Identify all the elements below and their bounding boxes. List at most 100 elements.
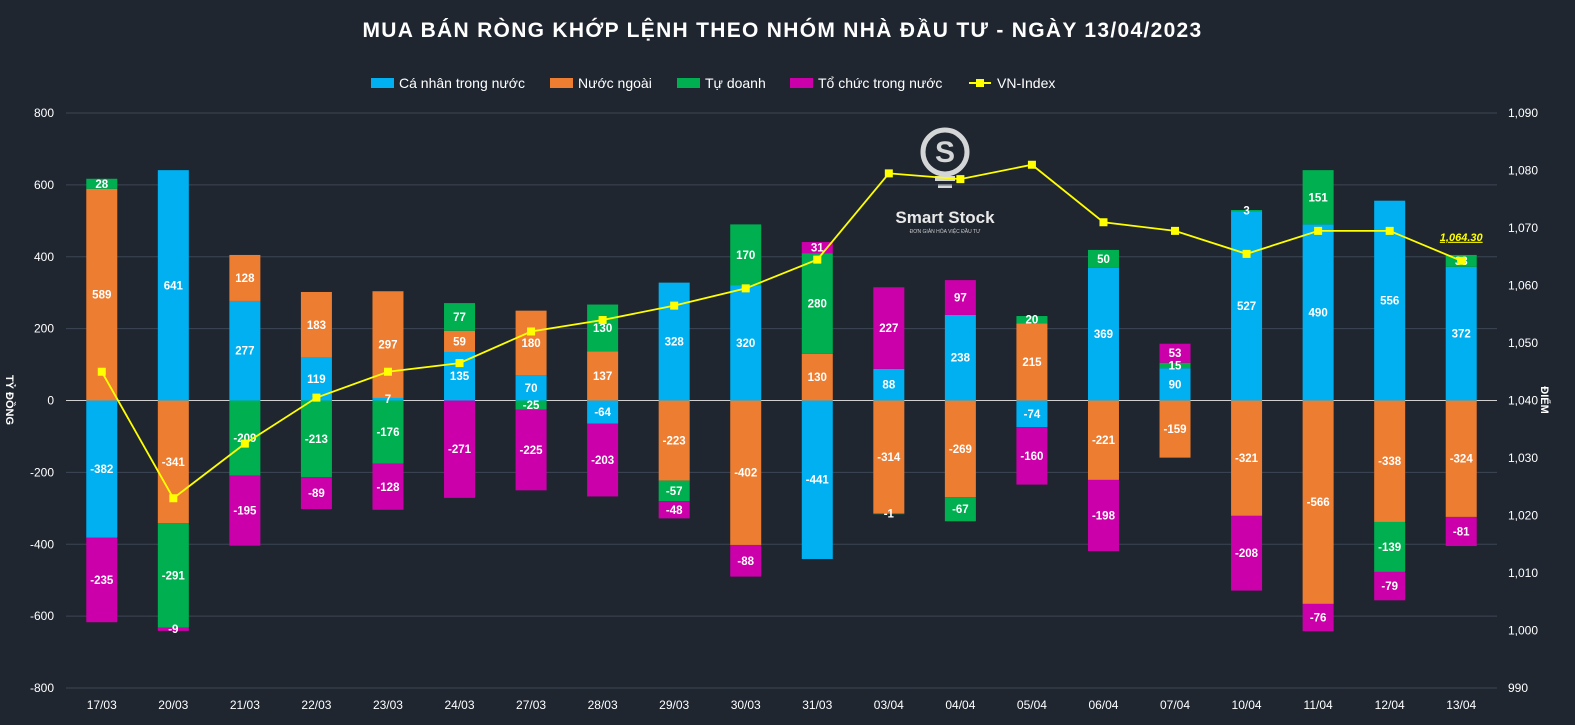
bar-segment[interactable] [944,400,976,498]
bar-segment[interactable] [86,400,118,538]
bar-segment[interactable] [515,375,547,401]
bar-segment[interactable] [801,400,833,559]
bar-segment[interactable] [300,291,332,358]
bar-segment[interactable] [944,280,976,315]
bar-segment[interactable] [229,475,261,546]
vn-index-marker[interactable] [741,284,750,293]
bar-segment[interactable] [157,627,189,631]
bar-segment[interactable] [587,423,619,497]
bar-segment[interactable] [801,353,833,401]
bar-segment[interactable] [801,242,833,254]
bar-segment[interactable] [1374,571,1406,601]
bar-segment[interactable] [1159,368,1191,401]
bar-segment[interactable] [300,477,332,510]
legend-item[interactable]: Cá nhân trong nước [371,75,525,91]
vn-index-marker[interactable] [240,439,249,448]
vn-index-marker[interactable] [455,359,464,368]
bar-segment[interactable] [1087,267,1119,401]
bar-segment[interactable] [944,314,976,401]
bar-segment[interactable] [515,409,547,491]
vn-index-marker[interactable] [1457,256,1466,265]
bar-segment[interactable] [444,330,476,352]
bar-segment[interactable] [444,400,476,498]
bar-segment[interactable] [1374,521,1406,572]
bar-segment[interactable] [372,463,404,510]
bar-segment[interactable] [873,513,905,515]
bar-segment[interactable] [1445,400,1477,517]
bar-segment[interactable] [1445,266,1477,401]
bar-segment[interactable] [873,287,905,369]
bar-segment[interactable] [658,400,690,481]
bar-segment[interactable] [1302,224,1334,401]
vn-index-marker[interactable] [956,175,965,184]
vn-index-marker[interactable] [884,169,893,178]
bar-segment[interactable] [1087,479,1119,552]
vn-index-marker[interactable] [527,327,536,336]
bar-segment[interactable] [587,304,619,352]
legend-item[interactable]: Tổ chức trong nước [790,75,942,91]
vn-index-marker[interactable] [1385,226,1394,235]
bar-segment[interactable] [1016,323,1048,401]
bar-segment[interactable] [1087,400,1119,480]
vn-index-marker[interactable] [670,301,679,310]
bar-segment[interactable] [658,501,690,519]
bar-segment[interactable] [229,254,261,301]
bar-segment[interactable] [1231,211,1263,401]
bar-segment[interactable] [1159,343,1191,363]
bar-segment[interactable] [730,285,762,401]
bar-segment[interactable] [730,224,762,286]
bar-segment[interactable] [157,400,189,524]
bar-segment[interactable] [229,400,261,476]
bar-segment[interactable] [515,400,547,410]
vn-index-marker[interactable] [169,494,178,503]
bar-segment[interactable] [1231,210,1263,212]
legend-item[interactable]: VN-Index [969,75,1055,91]
legend[interactable]: Cá nhân trong nước Nước ngoài Tự doanh Tổ c… [371,75,1055,91]
bar-segment[interactable] [944,497,976,522]
vn-index-marker[interactable] [383,367,392,376]
bar-segment[interactable] [372,400,404,464]
bar-segment[interactable] [300,400,332,478]
bar-segment[interactable] [1016,427,1048,485]
bar-segment[interactable] [1374,400,1406,522]
vn-index-marker[interactable] [1099,218,1108,227]
bar-segment[interactable] [730,544,762,577]
legend-item[interactable]: Nước ngoài [550,75,652,91]
bar-segment[interactable] [1231,515,1263,591]
bar-segment[interactable] [1016,400,1048,428]
bar-segment[interactable] [801,253,833,354]
bar-segment[interactable] [1231,400,1263,516]
vn-index-marker[interactable] [598,316,607,324]
bar-segment[interactable] [86,178,118,189]
bar-segment[interactable] [587,400,619,424]
bar-segment[interactable] [1302,170,1334,225]
vn-index-marker[interactable] [813,255,822,264]
bar-segment[interactable] [658,480,690,502]
vn-index-marker[interactable] [1171,226,1180,235]
bar-segment[interactable] [1302,400,1334,604]
vn-index-marker[interactable] [1242,249,1251,258]
bar-segment[interactable] [229,300,261,401]
bar-segment[interactable] [1159,362,1191,369]
bar-segment[interactable] [515,310,547,376]
bar-segment[interactable] [1302,603,1334,632]
legend-item[interactable]: Tự doanh [677,75,766,91]
vn-index-marker[interactable] [312,393,321,402]
bar-segment[interactable] [873,400,905,514]
vn-index-marker[interactable] [97,367,106,376]
vn-index-marker[interactable] [1314,226,1323,235]
bar-segment[interactable] [86,188,118,401]
bar-segment[interactable] [372,291,404,398]
bar-segment[interactable] [873,368,905,401]
bar-segment[interactable] [587,351,619,401]
bar-segment[interactable] [1016,316,1048,324]
bar-segment[interactable] [157,523,189,628]
bar-segment[interactable] [444,303,476,331]
bar-segment[interactable] [1445,516,1477,547]
bar-segment[interactable] [157,170,189,401]
bar-segment[interactable] [730,400,762,545]
vn-index-marker[interactable] [1027,160,1036,169]
bar-segment[interactable] [86,537,118,623]
bar-segment[interactable] [372,397,404,401]
bar-segment[interactable] [1159,400,1191,458]
